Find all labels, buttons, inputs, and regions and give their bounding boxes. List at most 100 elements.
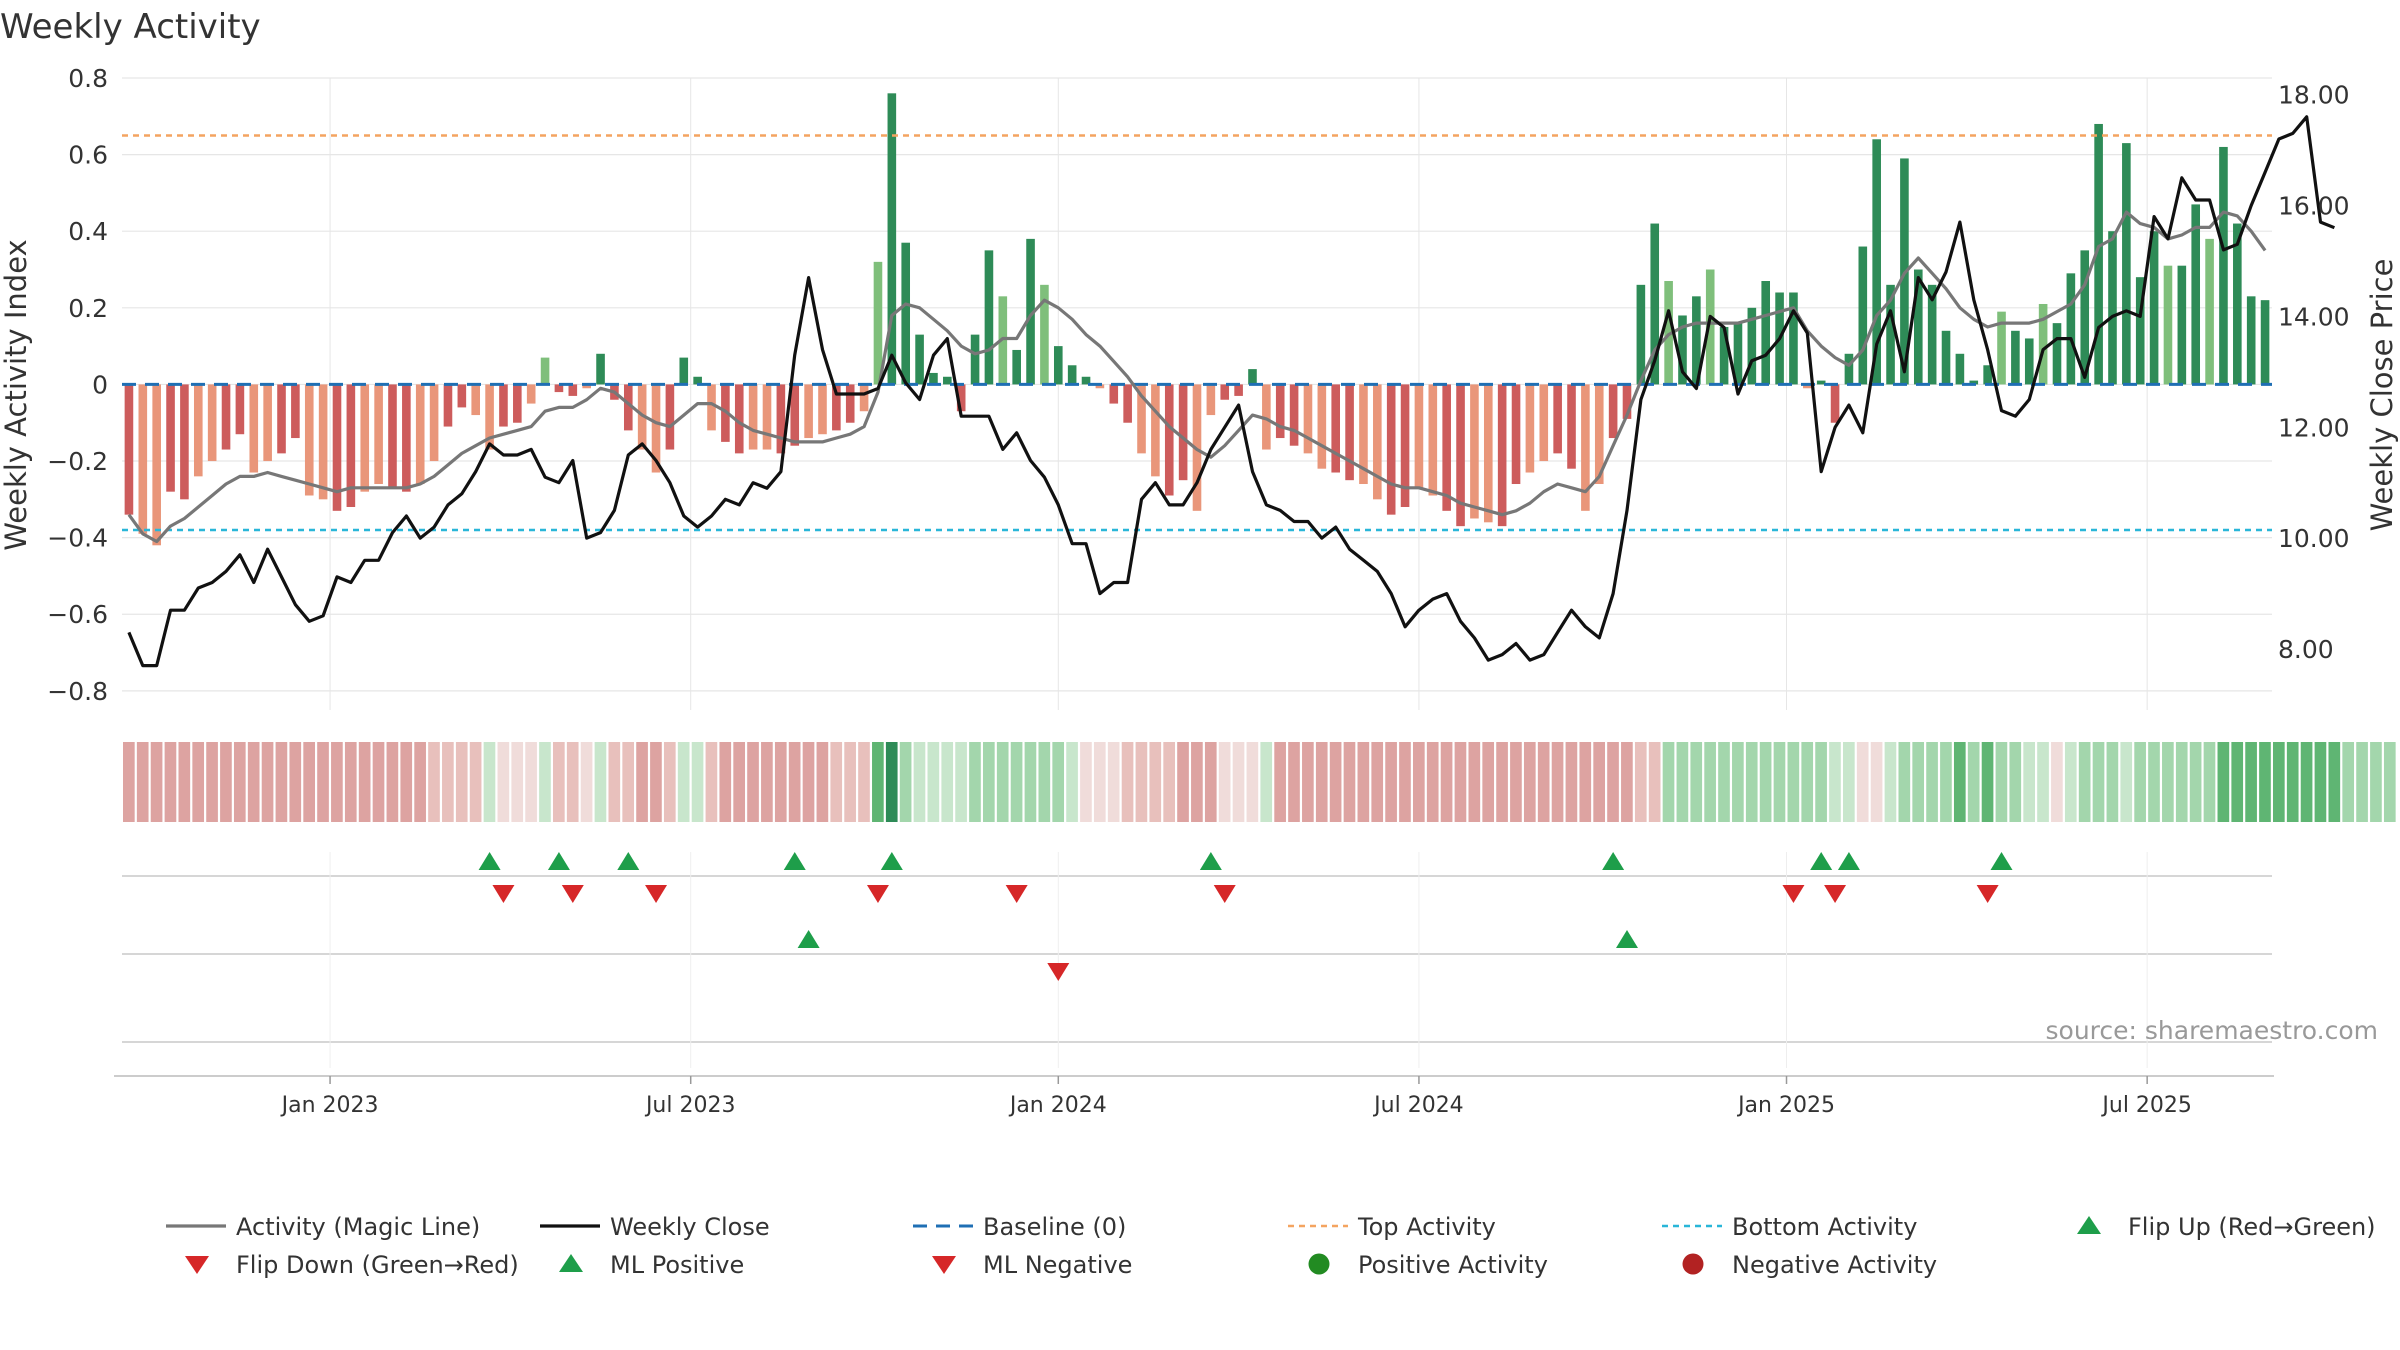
activity-bar (623, 384, 633, 431)
strip-cell (261, 742, 274, 822)
activity-bar (2246, 296, 2256, 385)
strip-cell (2245, 742, 2257, 822)
strip-cell (1593, 742, 1605, 822)
strip-cell (1745, 742, 1758, 822)
chart-title: Weekly Activity (0, 7, 261, 47)
strip-cell (1607, 742, 1619, 822)
activity-bar (1830, 384, 1840, 423)
strip-cell (844, 742, 856, 822)
activity-bar (2052, 323, 2062, 385)
ml-positive-marker (1616, 930, 1638, 948)
flip-down-marker (866, 885, 889, 903)
source-credit: source: sharemaestro.com (2046, 1016, 2379, 1045)
strip-cell (525, 742, 537, 822)
strip-cell (969, 742, 981, 822)
activity-bar (193, 384, 203, 477)
legend-flip_up-label: Flip Up (Red→Green) (2128, 1213, 2376, 1241)
legend-baseline-label: Baseline (0) (983, 1213, 1126, 1241)
activity-bar (429, 384, 439, 462)
strip-cell (983, 742, 995, 822)
strip-cell (761, 742, 773, 822)
strip-cell (372, 742, 385, 822)
flip-up-marker (1602, 852, 1625, 870)
strip-cell (580, 742, 593, 822)
activity-bar (180, 384, 189, 500)
strip-cell (247, 742, 260, 822)
activity-bar (1567, 384, 1576, 469)
strip-cell (1953, 742, 1966, 822)
strip-cell (594, 742, 607, 822)
strip-cell (1926, 742, 1938, 822)
strip-cell (2064, 742, 2077, 822)
flip-down-marker (1213, 885, 1236, 903)
activity-bar (1664, 281, 1673, 385)
activity-bar (291, 384, 300, 439)
legend-ml_positive-label: ML Positive (610, 1251, 744, 1279)
strip-cell (1634, 742, 1647, 822)
strip-cell (206, 742, 218, 822)
strip-cell (2078, 742, 2091, 822)
strip-cell (788, 742, 801, 822)
strip-cell (303, 742, 315, 822)
strip-cell (1995, 742, 2008, 822)
axes: Weekly Activity Index Weekly Close Price… (0, 64, 2399, 706)
activity-bar (1941, 330, 1951, 385)
activity-bar (1359, 384, 1368, 485)
activity-bar (832, 384, 841, 431)
strip-cell (331, 742, 343, 822)
strip-cell (1135, 742, 1148, 822)
activity-bar (1095, 384, 1105, 389)
strip-cell (1912, 742, 1925, 822)
strip-cell (1315, 742, 1328, 822)
activity-bar (2260, 300, 2270, 385)
strip-cell (747, 742, 759, 822)
activity-bar (1456, 384, 1465, 527)
activity-bar (207, 384, 217, 462)
legend-pos_act-label: Positive Activity (1358, 1251, 1548, 1279)
activity-bar (1386, 384, 1396, 515)
flip-up-marker (478, 852, 501, 870)
activity-bar (818, 384, 827, 435)
activity-bar (1275, 384, 1285, 439)
activity-bar (637, 384, 647, 450)
flip-up-marker (1810, 852, 1833, 870)
legend-ml_negative-label: ML Negative (983, 1251, 1132, 1279)
legend-ml_negative-swatch (932, 1256, 956, 1274)
x-tick-label: Jan 2024 (1008, 1093, 1107, 1118)
strip-cell (178, 742, 191, 822)
flip-down-marker (1782, 885, 1805, 903)
strip-cell (2023, 742, 2035, 822)
strip-cell (1510, 742, 1522, 822)
strip-cell (539, 742, 551, 822)
strip-cell (469, 742, 482, 822)
strip-cell (136, 742, 149, 822)
strip-cell (123, 742, 135, 822)
y-tick-label-right: 10.00 (2278, 524, 2350, 553)
series-lines (122, 115, 2335, 668)
strip-cell (2217, 742, 2230, 822)
flip-down-marker (1976, 885, 1999, 903)
activity-bar (2066, 273, 2076, 385)
strip-cell (1163, 742, 1175, 822)
legend-close-label: Weekly Close (610, 1213, 770, 1241)
activity-bar (2177, 265, 2187, 385)
strip-cell (996, 742, 1009, 822)
activity-bar (1137, 384, 1146, 454)
activity-bar (956, 384, 966, 412)
activity-bar (1483, 384, 1493, 523)
strip-cell (885, 742, 898, 822)
activity-bar (568, 384, 578, 396)
activity-bar (1303, 384, 1313, 454)
activity-bar (943, 376, 952, 385)
activity-bar (1178, 384, 1188, 481)
activity-bar (2080, 250, 2090, 385)
strip-cell (2203, 742, 2216, 822)
strip-cell (719, 742, 732, 822)
y-tick-label-right: 16.00 (2278, 192, 2350, 221)
activity-bar (596, 353, 605, 385)
flip-down-marker (1824, 885, 1847, 903)
flip-down-marker (1005, 885, 1028, 903)
activity-bar (2135, 277, 2145, 385)
activity-bar (1053, 346, 1063, 385)
flip-up-marker (1837, 852, 1860, 870)
